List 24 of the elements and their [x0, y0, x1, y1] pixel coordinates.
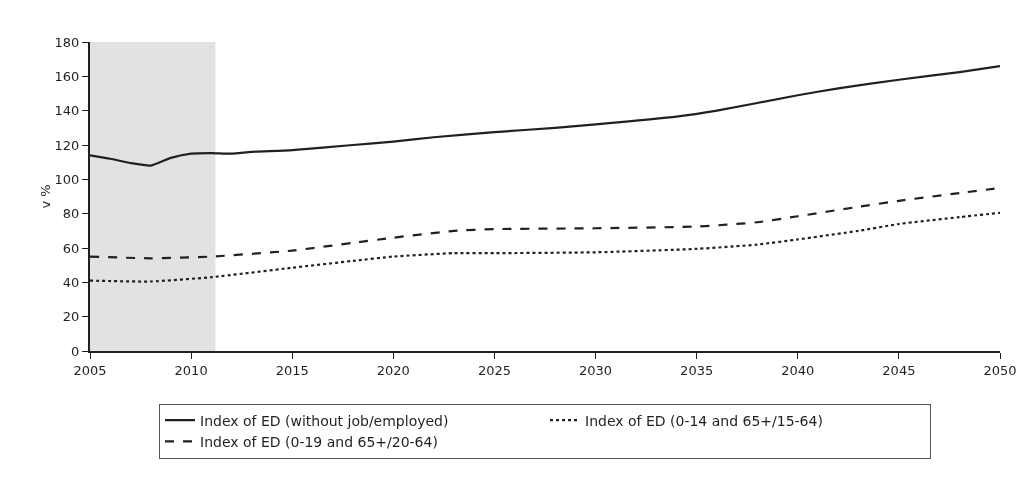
y-tick-label: 160: [54, 68, 80, 84]
y-tick-label: 20: [62, 309, 80, 325]
y-axis-title: v %: [37, 184, 53, 209]
y-tick-label: 60: [62, 240, 80, 256]
x-tick-label: 2030: [579, 362, 613, 378]
y-tick-label: 0: [71, 343, 80, 359]
y-tick-label: 120: [54, 137, 80, 153]
x-tick-label: 2025: [477, 362, 511, 378]
x-tick-label: 2035: [680, 362, 714, 378]
x-tick-label: 2005: [73, 362, 107, 378]
y-tick-label: 180: [54, 34, 80, 50]
x-tick-label: 2015: [275, 362, 309, 378]
legend-label: Index of ED (0-19 and 65+/20-64): [200, 433, 438, 450]
x-tick-label: 2045: [882, 362, 916, 378]
y-tick-label: 140: [54, 103, 80, 119]
x-tick-label: 2050: [983, 362, 1017, 378]
x-tick-label: 2040: [781, 362, 815, 378]
legend-label: Index of ED (without job/employed): [200, 412, 449, 429]
x-tick-label: 2020: [376, 362, 410, 378]
x-tick-label: 2010: [174, 362, 208, 378]
y-tick-label: 80: [62, 206, 80, 222]
y-tick-label: 100: [54, 171, 80, 187]
legend-label: Index of ED (0-14 and 65+/15-64): [585, 412, 823, 429]
y-tick-label: 40: [62, 274, 80, 290]
